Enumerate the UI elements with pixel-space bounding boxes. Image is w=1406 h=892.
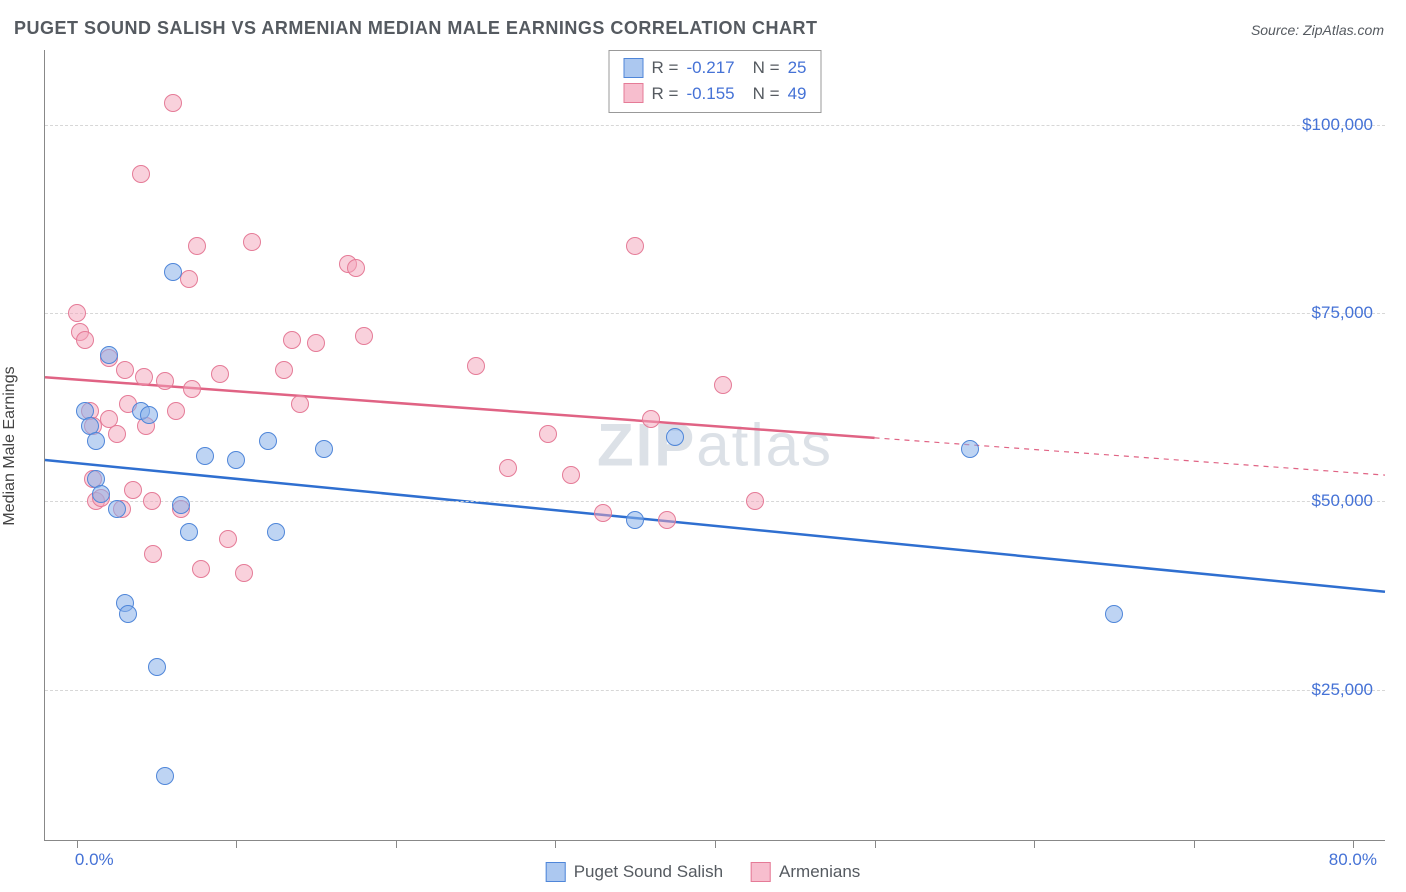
stat-swatch <box>624 83 644 103</box>
legend-item-armenians: Armenians <box>751 862 860 882</box>
trend-lines-svg <box>45 50 1385 840</box>
chart-title: PUGET SOUND SALISH VS ARMENIAN MEDIAN MA… <box>14 18 818 39</box>
data-point <box>100 346 118 364</box>
legend: Puget Sound Salish Armenians <box>546 862 861 882</box>
data-point <box>143 492 161 510</box>
data-point <box>156 372 174 390</box>
legend-label-armenians: Armenians <box>779 862 860 882</box>
data-point <box>164 263 182 281</box>
chart-container: PUGET SOUND SALISH VS ARMENIAN MEDIAN MA… <box>0 0 1406 892</box>
x-tick <box>1353 840 1354 848</box>
data-point <box>307 334 325 352</box>
data-point <box>76 331 94 349</box>
data-point <box>183 380 201 398</box>
data-point <box>164 94 182 112</box>
stat-swatch <box>624 58 644 78</box>
data-point <box>124 481 142 499</box>
source-attribution: Source: ZipAtlas.com <box>1251 22 1384 38</box>
data-point <box>961 440 979 458</box>
y-tick-label: $25,000 <box>1312 680 1373 700</box>
data-point <box>626 511 644 529</box>
data-point <box>119 605 137 623</box>
data-point <box>196 447 214 465</box>
x-tick <box>236 840 237 848</box>
data-point <box>135 368 153 386</box>
data-point <box>68 304 86 322</box>
data-point <box>180 270 198 288</box>
stat-r-value: -0.155 <box>686 81 734 107</box>
data-point <box>642 410 660 428</box>
gridline <box>45 690 1385 691</box>
data-point <box>156 767 174 785</box>
x-tick <box>77 840 78 848</box>
data-point <box>108 425 126 443</box>
data-point <box>235 564 253 582</box>
x-axis-min-label: 0.0% <box>75 850 114 870</box>
x-tick <box>1034 840 1035 848</box>
data-point <box>714 376 732 394</box>
gridline <box>45 125 1385 126</box>
data-point <box>467 357 485 375</box>
x-tick <box>1194 840 1195 848</box>
data-point <box>92 485 110 503</box>
data-point <box>347 259 365 277</box>
data-point <box>267 523 285 541</box>
data-point <box>355 327 373 345</box>
data-point <box>658 511 676 529</box>
data-point <box>144 545 162 563</box>
data-point <box>132 165 150 183</box>
y-tick-label: $50,000 <box>1312 491 1373 511</box>
data-point <box>594 504 612 522</box>
data-point <box>626 237 644 255</box>
x-tick <box>555 840 556 848</box>
data-point <box>188 237 206 255</box>
data-point <box>140 406 158 424</box>
data-point <box>1105 605 1123 623</box>
legend-swatch-armenians <box>751 862 771 882</box>
data-point <box>167 402 185 420</box>
data-point <box>539 425 557 443</box>
data-point <box>283 331 301 349</box>
data-point <box>180 523 198 541</box>
data-point <box>315 440 333 458</box>
data-point <box>192 560 210 578</box>
gridline <box>45 501 1385 502</box>
data-point <box>108 500 126 518</box>
stat-n-value: 49 <box>788 81 807 107</box>
watermark: ZIPatlas <box>597 411 833 480</box>
legend-label-salish: Puget Sound Salish <box>574 862 723 882</box>
x-tick <box>396 840 397 848</box>
data-point <box>499 459 517 477</box>
legend-swatch-salish <box>546 862 566 882</box>
y-axis-label: Median Male Earnings <box>1 366 19 525</box>
data-point <box>291 395 309 413</box>
x-tick <box>875 840 876 848</box>
y-tick-label: $75,000 <box>1312 303 1373 323</box>
data-point <box>666 428 684 446</box>
data-point <box>87 432 105 450</box>
data-point <box>148 658 166 676</box>
gridline <box>45 313 1385 314</box>
x-tick <box>715 840 716 848</box>
data-point <box>116 361 134 379</box>
stat-n-value: 25 <box>788 55 807 81</box>
y-tick-label: $100,000 <box>1302 115 1373 135</box>
stat-row: R = -0.217N = 25 <box>624 55 807 81</box>
plot-area: ZIPatlas R = -0.217N = 25R = -0.155N = 4… <box>44 50 1385 841</box>
data-point <box>219 530 237 548</box>
data-point <box>259 432 277 450</box>
correlation-stat-box: R = -0.217N = 25R = -0.155N = 49 <box>609 50 822 113</box>
data-point <box>172 496 190 514</box>
legend-item-salish: Puget Sound Salish <box>546 862 723 882</box>
data-point <box>227 451 245 469</box>
stat-r-value: -0.217 <box>686 55 734 81</box>
data-point <box>746 492 764 510</box>
data-point <box>211 365 229 383</box>
x-axis-max-label: 80.0% <box>1329 850 1377 870</box>
data-point <box>275 361 293 379</box>
data-point <box>243 233 261 251</box>
data-point <box>562 466 580 484</box>
stat-row: R = -0.155N = 49 <box>624 81 807 107</box>
